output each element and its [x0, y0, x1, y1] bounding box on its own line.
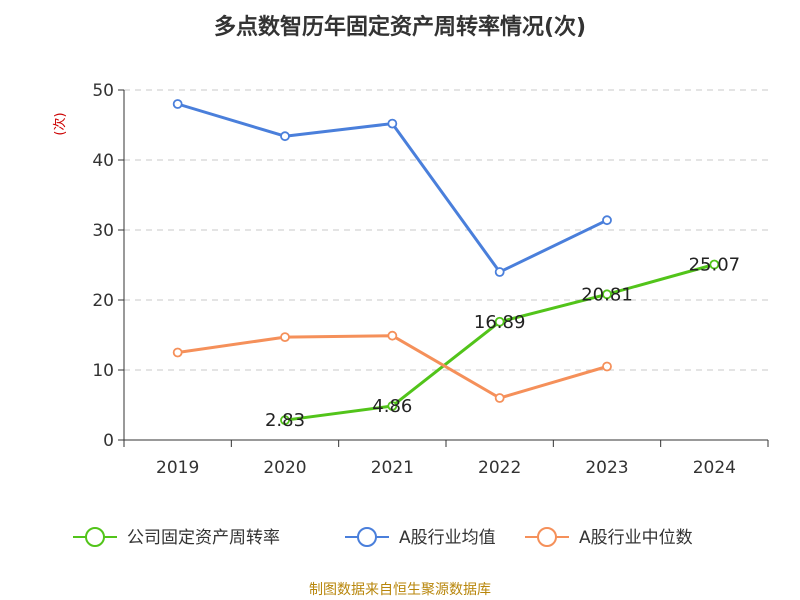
series-lines — [172, 99, 720, 426]
data-point-series-2 — [280, 332, 290, 343]
series-line-2 — [176, 334, 609, 400]
source-note: 制图数据来自恒生聚源数据库 — [309, 582, 491, 598]
y-tick-label: 10 — [92, 361, 114, 381]
gridlines — [124, 89, 768, 371]
data-label: 16.89 — [474, 312, 526, 333]
y-tick-label: 40 — [92, 151, 114, 171]
y-tick-label: 50 — [92, 81, 114, 101]
axes: 0 10 20 30 40 50 2019 2020 2021 2022 2023 2024 — [92, 81, 769, 478]
series-line-1 — [176, 102, 609, 274]
data-point-series-1 — [387, 118, 398, 129]
legend: 公司固定资产周转率 A股行业均值 A股行业中位数 — [73, 527, 693, 548]
x-tick-label: 2021 — [371, 458, 414, 478]
data-point-series-2 — [387, 330, 398, 341]
legend-marker-2 — [537, 527, 557, 547]
x-tick-label: 2019 — [156, 458, 199, 478]
data-label: 4.86 — [372, 396, 412, 417]
data-label: 25.07 — [689, 255, 741, 276]
x-tick-label: 2024 — [693, 458, 736, 478]
data-point-series-0 — [387, 401, 398, 411]
y-tick-label: 0 — [103, 431, 114, 451]
data-point-series-0 — [280, 415, 290, 426]
data-point-series-2 — [602, 361, 612, 372]
legend-marker-1 — [357, 527, 377, 547]
x-tick-label: 2022 — [478, 458, 521, 478]
data-point-series-0 — [602, 289, 612, 300]
y-tick-label: 30 — [92, 221, 114, 241]
data-label: 20.81 — [581, 284, 633, 305]
data-labels: 2.83 4.86 16.89 20.81 25.07 — [265, 255, 740, 432]
y-tick-label: 20 — [92, 291, 114, 311]
data-point-series-1 — [172, 99, 183, 109]
legend-label-2: A股行业中位数 — [579, 528, 693, 548]
data-point-series-0 — [494, 316, 505, 327]
data-label: 2.83 — [265, 410, 305, 431]
data-point-series-1 — [494, 267, 505, 277]
data-point-series-2 — [172, 347, 183, 358]
y-axis-unit-label: (次) — [52, 112, 68, 135]
legend-marker-0 — [85, 527, 105, 547]
data-point-series-2 — [494, 393, 505, 403]
legend-label-0: 公司固定资产周转率 — [127, 528, 280, 548]
data-point-series-0 — [709, 259, 720, 270]
x-tick-label: 2023 — [585, 458, 628, 478]
chart-title: 多点数智历年固定资产周转率情况(次) — [214, 14, 586, 40]
data-point-series-1 — [602, 215, 612, 226]
legend-label-1: A股行业均值 — [399, 528, 496, 548]
data-point-series-1 — [280, 131, 290, 142]
x-tick-label: 2020 — [263, 458, 306, 478]
